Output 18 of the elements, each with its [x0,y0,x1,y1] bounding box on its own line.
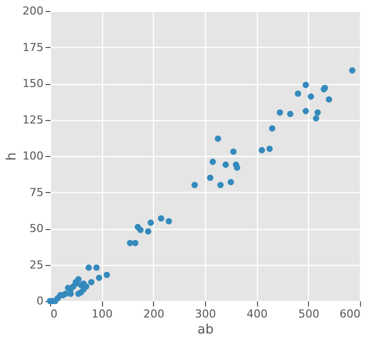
x-tick-label: 200 [143,308,164,320]
y-tick-label: 25 [30,258,44,272]
y-tick-label: 175 [22,40,44,54]
y-tick-label: 75 [30,186,44,199]
y-tick-label: 125 [22,113,44,126]
y-tick-label: 50 [30,222,44,235]
y-tick-label: 0 [36,294,44,308]
x-tick-label: 100 [92,308,113,320]
x-tick-label: 500 [298,308,320,320]
y-tick-label: 150 [22,77,44,90]
x-tick-label: 400 [246,308,268,320]
y-tick-label: 100 [22,150,44,162]
x-tick-label: 300 [195,308,216,320]
x-tick-label: 0 [50,308,58,320]
y-tick-label: 200 [22,4,44,18]
x-tick-label: 600 [340,308,360,320]
x-axis-title: ab [197,322,214,338]
y-axis-title: h [4,152,20,161]
